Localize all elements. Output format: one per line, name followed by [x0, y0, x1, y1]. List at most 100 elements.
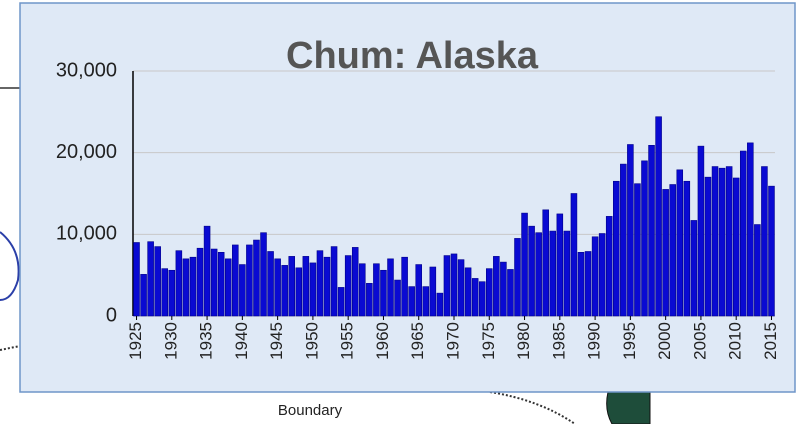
bar — [697, 145, 705, 317]
x-tick-label: 2010 — [726, 322, 745, 360]
bar — [521, 212, 528, 317]
x-tick-label: 1985 — [549, 322, 568, 360]
bar — [711, 166, 719, 317]
bar — [732, 177, 740, 317]
bar — [161, 268, 169, 317]
bar — [224, 258, 232, 317]
bar — [542, 209, 549, 317]
bar — [739, 150, 747, 317]
x-tick-label: 2005 — [690, 322, 709, 360]
bar — [747, 142, 754, 317]
bar — [189, 256, 197, 317]
bar — [344, 255, 352, 317]
x-tick-label: 1950 — [302, 322, 321, 360]
bar — [584, 251, 592, 317]
x-tick-label: 1970 — [443, 322, 462, 360]
bar — [330, 246, 338, 317]
bar — [351, 247, 359, 317]
bar — [471, 278, 479, 317]
bar — [683, 180, 691, 317]
bar — [676, 169, 684, 317]
x-tick-label: 1945 — [267, 322, 286, 360]
bar — [627, 144, 634, 317]
bar — [175, 250, 183, 317]
x-tick-label: 1980 — [514, 322, 533, 360]
bar — [408, 286, 415, 317]
bar — [605, 216, 613, 317]
bar — [570, 193, 578, 317]
bar — [641, 160, 648, 317]
bar — [415, 264, 422, 317]
bar — [373, 263, 380, 317]
chart-title: Chum: Alaska — [286, 35, 539, 77]
bar — [309, 262, 317, 317]
map-outline — [0, 231, 20, 301]
bar — [422, 286, 430, 317]
bar — [246, 244, 253, 317]
bar — [613, 180, 620, 317]
bar — [429, 266, 437, 317]
bar — [648, 145, 655, 317]
map-label: Boundary — [278, 402, 343, 419]
bar — [281, 265, 288, 317]
bar — [761, 166, 768, 317]
x-tick-label: 1930 — [161, 322, 180, 360]
y-tick-label: 0 — [106, 304, 117, 326]
x-tick-label: 1925 — [126, 322, 145, 360]
map-dotted — [0, 345, 21, 351]
bar — [704, 176, 712, 317]
bar — [563, 230, 571, 317]
bar — [366, 283, 373, 317]
bar — [267, 251, 274, 317]
bar — [359, 263, 366, 317]
bar — [450, 253, 458, 317]
bar — [768, 185, 775, 317]
bar — [217, 252, 225, 317]
bar — [500, 261, 507, 317]
bar — [274, 258, 281, 317]
bar — [154, 246, 161, 317]
x-tick-label: 2015 — [761, 322, 780, 360]
y-tick-label: 30,000 — [56, 59, 117, 81]
bar — [210, 248, 218, 317]
bar — [380, 269, 387, 317]
bar — [591, 236, 599, 317]
bar — [436, 292, 444, 317]
bar — [478, 281, 486, 317]
bar — [662, 189, 669, 317]
y-tick-label: 20,000 — [56, 141, 117, 163]
bar — [507, 269, 514, 317]
bar — [528, 225, 535, 317]
x-tick-label: 2000 — [655, 322, 674, 360]
x-tick-label: 1975 — [479, 322, 498, 360]
bar — [690, 220, 698, 317]
bar — [577, 252, 585, 317]
bar — [182, 258, 190, 317]
bar — [260, 232, 267, 317]
x-tick-label: 1960 — [373, 322, 392, 360]
bar — [323, 256, 331, 317]
bar — [253, 239, 260, 317]
bar — [302, 256, 310, 317]
bar — [147, 241, 154, 317]
bar — [239, 264, 246, 317]
x-tick-label: 1990 — [585, 322, 604, 360]
bar — [655, 116, 662, 317]
bar — [486, 268, 493, 317]
bar — [669, 184, 676, 317]
map-background: Boundary — [0, 87, 651, 424]
map-dotted — [489, 391, 576, 424]
bar — [387, 258, 394, 317]
bar — [620, 163, 627, 317]
bar — [443, 255, 451, 317]
bar — [556, 213, 564, 317]
bar — [535, 232, 542, 317]
x-tick-label: 1940 — [232, 322, 251, 360]
x-tick-label: 1995 — [620, 322, 639, 360]
y-tick-label: 10,000 — [56, 223, 117, 245]
bar — [168, 269, 176, 317]
bar — [549, 230, 557, 317]
bar — [295, 267, 303, 317]
bar — [725, 166, 733, 317]
